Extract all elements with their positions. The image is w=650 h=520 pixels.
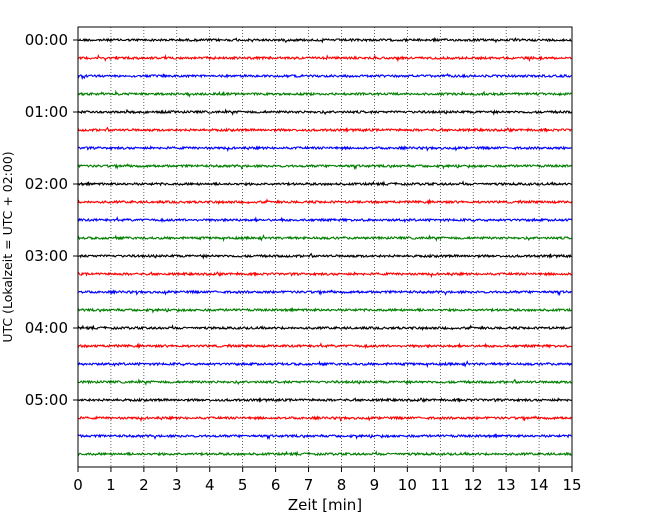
x-tick-label: 14 (530, 476, 549, 494)
trace-line-19 (77, 359, 572, 369)
x-tick-label: 1 (106, 476, 116, 494)
y-tick-label: 05:00 (25, 391, 68, 409)
trace-line-4 (77, 89, 572, 98)
y-axis: 00:00 01:00 02:00 03:00 04:00 05:00 (25, 31, 78, 409)
x-tick-label: 15 (562, 476, 581, 494)
trace-line-11 (77, 216, 572, 224)
x-tick-label: 0 (73, 476, 83, 494)
y-tick-label: 01:00 (25, 103, 68, 121)
trace-line-6 (77, 126, 572, 134)
y-tick-label: 02:00 (25, 175, 68, 193)
trace-line-24 (77, 450, 572, 457)
trace-line-18 (77, 342, 572, 350)
x-tick-label: 10 (398, 476, 417, 494)
y-axis-label: UTC (Lokalzeit = UTC + 02:00) (0, 151, 15, 342)
x-tick-label: 2 (139, 476, 149, 494)
trace-line-14 (77, 271, 572, 279)
trace-line-3 (77, 72, 572, 81)
y-tick-label: 04:00 (25, 319, 68, 337)
trace-line-10 (77, 198, 572, 206)
x-axis-label: Zeit [min] (288, 496, 362, 514)
x-tick-label: 6 (271, 476, 281, 494)
x-tick-label: 13 (497, 476, 516, 494)
trace-line-15 (77, 289, 572, 297)
y-tick-label: 00:00 (25, 31, 68, 49)
x-tick-label: 4 (205, 476, 215, 494)
x-tick-label: 5 (238, 476, 248, 494)
trace-line-9 (77, 180, 572, 187)
x-axis: 0 1 2 3 4 5 6 7 8 9 10 11 12 13 14 15 (73, 467, 582, 494)
trace-line-13 (77, 252, 572, 260)
x-tick-label: 11 (431, 476, 450, 494)
trace-line-5 (77, 108, 572, 116)
trace-line-1 (77, 36, 572, 44)
trace-line-20 (77, 378, 572, 386)
trace-line-2 (77, 53, 572, 63)
trace-line-12 (77, 233, 572, 243)
trace-line-8 (77, 163, 572, 171)
trace-line-22 (77, 415, 572, 423)
x-tick-label: 7 (304, 476, 314, 494)
trace-line-17 (77, 324, 572, 332)
x-tick-label: 12 (464, 476, 483, 494)
x-tick-label: 3 (172, 476, 182, 494)
grid-lines (110, 27, 540, 467)
plot-frame (77, 26, 573, 468)
x-tick-label: 8 (337, 476, 347, 494)
x-tick-label: 9 (370, 476, 380, 494)
trace-line-21 (77, 397, 572, 404)
trace-group (77, 36, 572, 457)
trace-line-16 (77, 307, 572, 314)
y-tick-label: 03:00 (25, 247, 68, 265)
trace-line-23 (77, 433, 572, 441)
trace-line-7 (77, 145, 572, 153)
